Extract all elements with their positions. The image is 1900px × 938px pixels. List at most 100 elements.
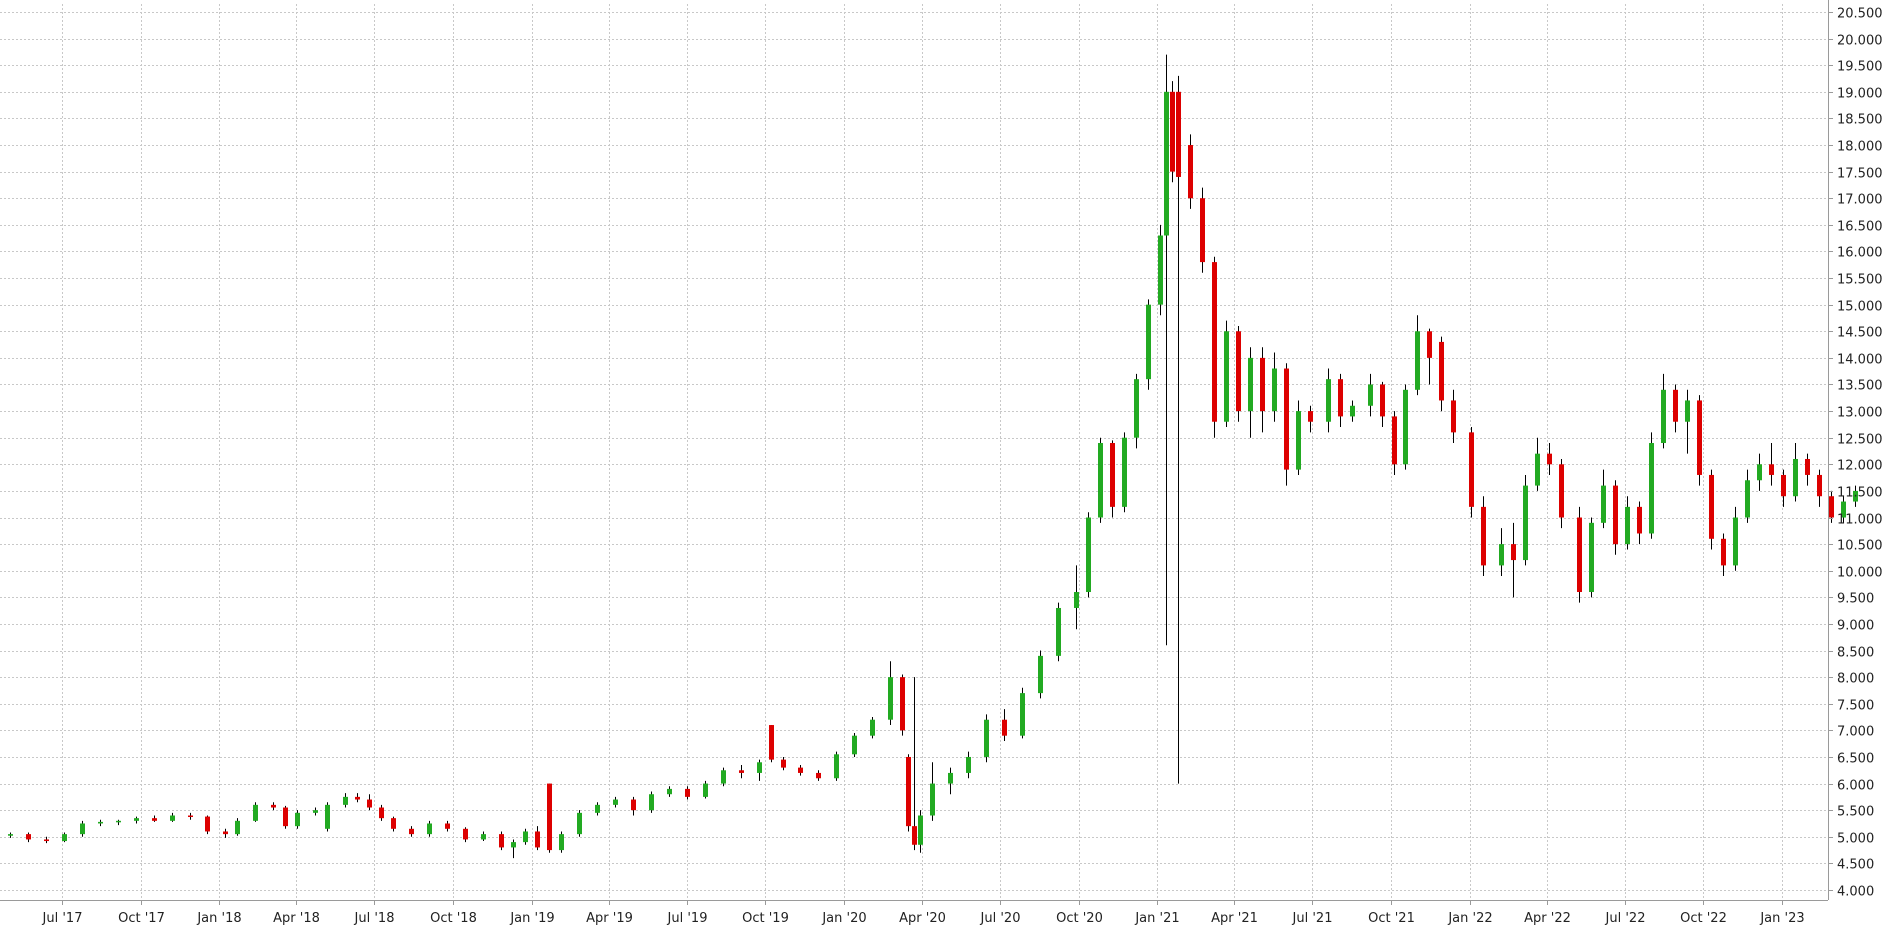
candle-body-down <box>769 725 774 760</box>
x-tick-label: Jan '20 <box>821 911 866 926</box>
candle-body-up <box>649 794 654 811</box>
candle-body-up <box>721 770 726 784</box>
candle-body-down <box>188 815 193 818</box>
candle-body-up <box>295 812 300 827</box>
y-tick-label: 4.000 <box>1837 885 1874 900</box>
candle-body-up <box>313 810 318 813</box>
candle-body-up <box>1853 490 1858 502</box>
candle-body-up <box>253 804 258 821</box>
candle-body-down <box>1284 368 1289 470</box>
candle-body-down <box>1002 719 1007 736</box>
candle-body-up <box>511 842 516 848</box>
candle-body-down <box>1805 458 1810 475</box>
candle-body-up <box>343 796 348 805</box>
candle-body-up <box>8 834 13 836</box>
y-tick-label: 10.500 <box>1837 539 1883 554</box>
candle-body-down <box>283 807 288 827</box>
candle-body-up <box>1368 384 1373 406</box>
candle-body-up <box>1793 458 1798 497</box>
y-tick-label: 9.500 <box>1837 592 1874 607</box>
candle-body-down <box>1547 453 1552 465</box>
candle-body-up <box>427 823 432 835</box>
candle-body-up <box>1158 235 1163 305</box>
candle-body-down <box>1469 432 1474 507</box>
x-tick-label: Jul '18 <box>354 911 395 926</box>
candle-body-up <box>757 762 762 773</box>
x-tick-label: Oct '21 <box>1368 911 1415 926</box>
y-tick-label: 12.000 <box>1837 459 1883 474</box>
candle-body-down <box>205 816 210 832</box>
x-tick-label: Oct '18 <box>430 911 477 926</box>
y-tick-label: 8.500 <box>1837 646 1874 661</box>
y-tick-label: 16.000 <box>1837 246 1883 261</box>
y-tick-label: 13.500 <box>1837 379 1883 394</box>
candle-body-down <box>355 796 360 800</box>
candle-body-up <box>1589 522 1594 593</box>
candle-body-down <box>685 788 690 797</box>
candle-body-down <box>1781 474 1786 497</box>
x-tick-label: Jan '19 <box>509 911 554 926</box>
candle-body-down <box>1200 198 1205 263</box>
candle-body-down <box>1769 464 1774 475</box>
candle-body-down <box>1697 400 1702 475</box>
x-tick-label: Jan '21 <box>1134 911 1179 926</box>
candle-body-up <box>918 815 923 845</box>
x-tick-label: Jan '18 <box>196 911 241 926</box>
y-tick-label: 6.500 <box>1837 752 1874 767</box>
y-tick-label: 13.000 <box>1837 406 1883 421</box>
candle-body-down <box>463 828 468 840</box>
candle-body-down <box>1176 91 1181 177</box>
y-tick-label: 17.500 <box>1837 167 1883 182</box>
candle-body-down <box>1559 464 1564 518</box>
candle-body-down <box>631 799 636 811</box>
candle-body-up <box>1350 405 1355 417</box>
candle-layer <box>8 54 1858 859</box>
candle-body-up <box>1038 655 1043 694</box>
y-tick-label: 14.000 <box>1837 353 1883 368</box>
x-tick-label: Oct '19 <box>742 911 789 926</box>
candle-body-up <box>1146 304 1151 380</box>
x-tick-label: Jan '22 <box>1447 911 1492 926</box>
candle-body-up <box>170 815 175 821</box>
candle-body-down <box>1260 357 1265 412</box>
candle-body-down <box>1709 474 1714 539</box>
candle-body-up <box>1499 544 1504 566</box>
candle-body-down <box>1637 506 1642 534</box>
candle-body-up <box>595 804 600 813</box>
y-tick-label: 16.500 <box>1837 220 1883 235</box>
candle-body-up <box>134 818 139 821</box>
candle-body-up <box>1248 357 1253 412</box>
candle-body-up <box>1601 485 1606 523</box>
candle-body-down <box>1481 506 1486 566</box>
candle-body-up <box>703 783 708 797</box>
candle-body-up <box>1733 517 1738 566</box>
y-tick-label: 6.000 <box>1837 779 1874 794</box>
candle-body-down <box>1392 416 1397 465</box>
candle-body-down <box>816 772 821 779</box>
candle-body-up <box>1625 506 1630 545</box>
candle-body-up <box>1661 389 1666 444</box>
candle-body-down <box>26 834 31 840</box>
candle-body-down <box>367 799 372 808</box>
candle-body-up <box>559 834 564 851</box>
candle-body-down <box>739 770 744 773</box>
x-tick-label: Apr '19 <box>586 911 633 926</box>
candle-body-up <box>116 820 121 823</box>
candle-body-up <box>325 804 330 829</box>
x-tick-label: Oct '22 <box>1680 911 1727 926</box>
candle-body-up <box>948 772 953 784</box>
candle-body-up <box>1535 453 1540 486</box>
y-tick-label: 5.000 <box>1837 832 1874 847</box>
candle-body-down <box>445 823 450 829</box>
candle-body-down <box>1829 496 1834 518</box>
y-tick-label: 7.000 <box>1837 725 1874 740</box>
candle-body-up <box>1098 443 1103 518</box>
candle-body-up <box>834 754 839 779</box>
y-tick-label: 17.000 <box>1837 193 1883 208</box>
candle-body-up <box>1224 331 1229 422</box>
candle-body-down <box>1673 389 1678 422</box>
candle-body-up <box>481 834 486 840</box>
candle-body-down <box>44 839 49 842</box>
